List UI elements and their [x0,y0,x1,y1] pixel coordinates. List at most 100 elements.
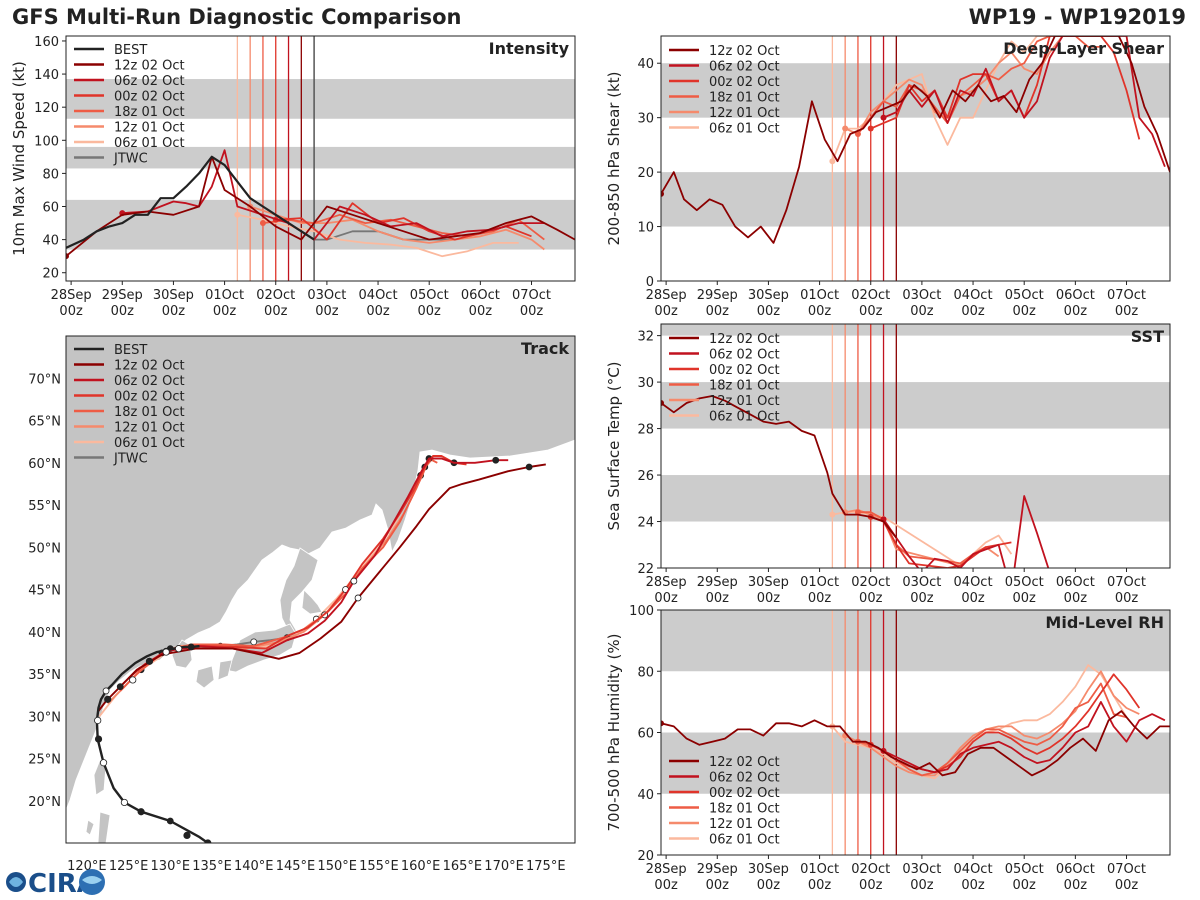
track-best-marker [162,648,170,656]
rh-shade-band [661,732,1170,794]
intensity-xtick-label: 00z [111,304,135,319]
rh-xtick-label: 00z [808,878,832,893]
rh-legend-label: 12z 01 Oct [709,817,780,832]
track-legend-label: 00z 02 Oct [114,390,185,405]
sst-xtick-label: 00z [1115,591,1139,606]
intensity-panel: 2040608010012014016028Sep00z29Sep00z30Se… [10,35,576,319]
track-position-marker [116,683,124,691]
track-legend-label: 18z 01 Oct [114,405,185,420]
intensity-panel-title: Intensity [489,39,570,58]
intensity-legend-label: 12z 01 Oct [114,121,185,136]
intensity-xtick-label: 00z [59,304,83,319]
shear-xtick-label: 00z [910,304,934,319]
sst-legend-label: 12z 01 Oct [709,394,780,409]
rh-xtick-label: 00z [1115,878,1139,893]
intensity-ytick-label: 120 [34,101,59,116]
intensity-ylabel: 10m Max Wind Speed (kt) [10,61,28,256]
storm-id: WP19 - WP192019 [968,5,1186,29]
sst-ytick-label: 26 [637,469,654,484]
sst-xtick-label: 00z [1064,591,1088,606]
shear-xtick-label: 00z [1064,304,1088,319]
rh-xtick-label: 00z [757,878,781,893]
sst-xtick-label: 28Sep [646,575,687,590]
rh-xtick-label: 06Oct [1056,862,1095,877]
sst-xtick-label: 03Oct [902,575,941,590]
track-lon-label: 160°E [401,859,441,874]
track-best-marker [94,716,102,725]
shear-legend-label: 06z 02 Oct [709,60,780,75]
shear-xtick-label: 04Oct [954,288,993,303]
intensity-legend-label: JTWC [113,152,148,167]
intensity-series-line [66,155,315,249]
rh-ytick-label: 80 [637,665,654,680]
sst-ytick-label: 30 [637,376,654,391]
sst-ytick-label: 22 [637,562,654,577]
rh-legend-label: 12z 02 Oct [709,755,780,770]
intensity-legend-label: 18z 01 Oct [114,105,185,120]
shear-series-start-point [661,190,664,197]
rh-ytick-label: 20 [637,849,654,864]
track-best-marker [137,808,145,816]
shear-panel: 01020304028Sep00z29Sep00z30Sep00z01Oct00… [605,35,1171,319]
intensity-plot-area [66,36,575,281]
track-lon-label: 145°E [276,859,316,874]
sst-series-start-point [661,400,664,407]
track-frame [65,335,576,844]
rh-xtick-label: 00z [706,878,730,893]
intensity-xtick-label: 00z [213,304,237,319]
intensity-legend-label: 12z 02 Oct [114,59,185,74]
rh-xtick-label: 00z [910,878,934,893]
track-lon-label: 150°E [317,859,357,874]
track-lat-label: 40°N [28,626,61,641]
shear-xtick-label: 28Sep [646,288,687,303]
intensity-shade-band [66,79,575,119]
rh-series-line [661,710,1170,777]
track-legend-label: 12z 02 Oct [114,359,185,374]
shear-frame [660,35,1171,282]
rh-legend-label: 06z 01 Oct [709,833,780,848]
intensity-xtick-label: 00z [469,304,493,319]
rh-series-line [844,670,1140,777]
sst-legend-label: 06z 01 Oct [709,410,780,425]
shear-xtick-label: 29Sep [697,288,738,303]
intensity-frame [65,35,576,282]
sst-xtick-label: 00z [706,591,730,606]
track-landmass [66,336,575,811]
rh-ytick-label: 60 [637,727,654,742]
track-best-marker [129,676,137,684]
rh-xtick-label: 28Sep [646,862,687,877]
shear-ytick-label: 0 [646,275,654,290]
sst-xtick-label: 30Sep [748,575,789,590]
sst-xtick-label: 00z [961,591,985,606]
intensity-xtick-label: 28Sep [51,288,92,303]
rh-panel: 2040608010028Sep00z29Sep00z30Sep00z01Oct… [605,604,1171,893]
rh-legend-label: 00z 02 Oct [709,786,780,801]
intensity-xtick-label: 00z [520,304,544,319]
sst-plot-area [661,324,1170,568]
rh-xtick-label: 04Oct [954,862,993,877]
shear-plot-area [661,36,1170,281]
track-series-line [95,644,209,843]
intensity-legend-label: BEST [114,43,147,58]
intensity-ytick-label: 20 [42,267,59,282]
sst-xtick-label: 00z [1013,591,1037,606]
sst-xtick-label: 00z [910,591,934,606]
intensity-shade-band [66,199,575,250]
track-position-marker [166,817,174,825]
sst-shade-band [661,475,1170,522]
sst-xtick-label: 04Oct [954,575,993,590]
shear-panel-title: Deep-Layer Shear [1003,39,1164,58]
sst-xtick-label: 02Oct [851,575,890,590]
sst-xtick-label: 00z [859,591,883,606]
track-lat-label: 55°N [28,499,61,514]
sst-shade-band [661,324,1170,336]
shear-legend-label: 12z 02 Oct [709,44,780,59]
shear-xtick-label: 03Oct [902,288,941,303]
intensity-xtick-label: 03Oct [307,288,346,303]
shear-xtick-label: 00z [859,304,883,319]
shear-shade-band [661,63,1170,118]
track-landmass [217,659,233,681]
rh-xtick-label: 01Oct [800,862,839,877]
track-best-marker [175,645,183,653]
